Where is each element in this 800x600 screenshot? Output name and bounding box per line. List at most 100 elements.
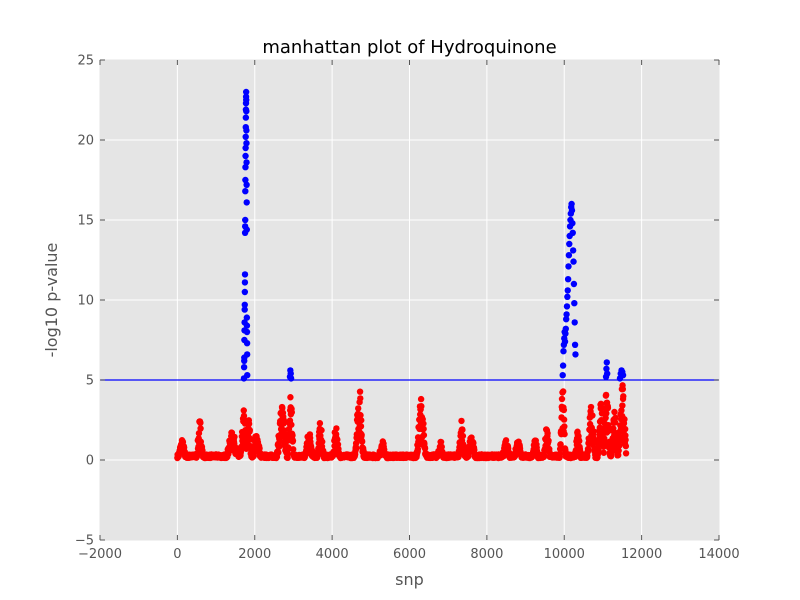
snp-point-above-threshold	[562, 330, 569, 337]
snp-point-below-threshold	[622, 442, 630, 450]
snp-point-below-threshold	[589, 412, 596, 419]
snp-point-below-threshold	[611, 408, 618, 416]
snp-point-below-threshold	[615, 447, 622, 454]
snp-point-above-threshold	[241, 279, 249, 286]
snp-point-above-threshold	[242, 188, 249, 195]
snp-point-above-threshold	[243, 140, 250, 147]
snp-point-above-threshold	[243, 159, 250, 166]
snp-point-below-threshold	[288, 421, 295, 428]
snp-point-above-threshold	[287, 375, 295, 382]
snp-point-below-threshold	[420, 420, 427, 427]
snp-point-above-threshold	[559, 372, 566, 379]
snp-point-above-threshold	[243, 328, 251, 336]
snp-point-above-threshold	[240, 364, 248, 371]
snp-point-below-threshold	[316, 420, 324, 427]
snp-point-below-threshold	[561, 423, 568, 430]
snp-point-above-threshold	[562, 316, 570, 323]
snp-point-above-threshold	[241, 271, 249, 278]
snp-point-below-threshold	[288, 409, 296, 416]
y-tick-label: −5	[75, 534, 94, 549]
snp-point-below-threshold	[438, 443, 445, 451]
snp-point-above-threshold	[571, 300, 578, 307]
snp-point-below-threshold	[560, 406, 568, 414]
snp-point-above-threshold	[561, 338, 569, 345]
snp-point-below-threshold	[458, 417, 465, 425]
snp-point-above-threshold	[559, 362, 567, 369]
x-tick-label: 0	[173, 547, 181, 562]
snp-point-below-threshold	[357, 395, 364, 402]
snp-point-above-threshold	[242, 114, 250, 121]
snp-point-above-threshold	[570, 258, 577, 265]
snp-point-below-threshold	[585, 446, 592, 454]
snp-point-below-threshold	[319, 438, 326, 445]
data-points	[174, 88, 630, 462]
snp-point-below-threshold	[353, 445, 360, 452]
snp-point-above-threshold	[572, 351, 579, 358]
snp-point-below-threshold	[289, 432, 296, 439]
snp-point-above-threshold	[242, 164, 249, 171]
snp-point-below-threshold	[619, 385, 627, 393]
snp-point-above-threshold	[243, 226, 250, 233]
snp-point-below-threshold	[459, 426, 466, 434]
snp-point-below-threshold	[358, 431, 365, 439]
snp-point-below-threshold	[420, 431, 428, 439]
snp-point-below-threshold	[618, 407, 625, 414]
snp-point-above-threshold	[565, 252, 573, 259]
snp-point-below-threshold	[437, 438, 445, 446]
snp-point-below-threshold	[587, 403, 595, 411]
snp-point-below-threshold	[333, 425, 340, 432]
snp-point-below-threshold	[620, 393, 627, 400]
y-tick-label: 10	[77, 294, 94, 309]
y-tick-label: 25	[77, 54, 94, 69]
snp-point-below-threshold	[276, 438, 283, 445]
snp-point-below-threshold	[545, 437, 552, 444]
snp-point-above-threshold	[242, 133, 249, 140]
x-tick-label: 4000	[316, 547, 349, 562]
snp-point-below-threshold	[619, 402, 626, 409]
snp-point-below-threshold	[616, 442, 623, 449]
snp-point-below-threshold	[276, 443, 283, 450]
snp-point-below-threshold	[590, 439, 598, 447]
snp-point-below-threshold	[355, 405, 362, 412]
y-tick-label: 0	[86, 454, 94, 469]
snp-point-below-threshold	[357, 423, 365, 430]
snp-point-above-threshold	[243, 108, 250, 115]
snp-point-below-threshold	[231, 433, 238, 441]
snp-point-below-threshold	[420, 425, 427, 433]
snp-point-above-threshold	[569, 229, 576, 236]
snp-point-below-threshold	[610, 425, 617, 432]
snp-point-below-threshold	[600, 449, 607, 456]
snp-point-above-threshold	[563, 311, 570, 318]
x-axis-label: snp	[395, 570, 424, 589]
snp-point-below-threshold	[590, 428, 597, 435]
x-tick-label: −2000	[78, 547, 122, 562]
snp-point-above-threshold	[603, 365, 610, 372]
snp-point-above-threshold	[243, 96, 250, 104]
snp-point-below-threshold	[285, 444, 292, 451]
snp-point-above-threshold	[243, 351, 251, 358]
snp-point-below-threshold	[602, 414, 609, 422]
snp-point-below-threshold	[612, 414, 619, 422]
snp-point-above-threshold	[243, 127, 250, 134]
snp-point-below-threshold	[334, 436, 341, 443]
snp-point-below-threshold	[611, 419, 619, 426]
y-tick-label: 15	[77, 214, 94, 229]
snp-point-below-threshold	[575, 437, 583, 445]
snp-point-above-threshold	[243, 322, 251, 329]
x-tick-label: 10000	[544, 547, 585, 562]
snp-point-below-threshold	[358, 438, 366, 445]
x-tick-label: 2000	[238, 547, 271, 562]
snp-point-below-threshold	[289, 437, 297, 445]
snp-point-below-threshold	[279, 404, 286, 412]
snp-point-below-threshold	[421, 445, 429, 452]
y-axis-label: -log10 p-value	[42, 243, 61, 358]
chart-title: manhattan plot of Hydroquinone	[262, 37, 556, 58]
snp-point-above-threshold	[603, 359, 611, 366]
snp-point-above-threshold	[242, 144, 249, 152]
snp-point-below-threshold	[280, 417, 288, 424]
snp-point-above-threshold	[242, 176, 249, 184]
x-tick-label: 8000	[470, 547, 503, 562]
snp-point-below-threshold	[417, 395, 425, 403]
x-tick-label: 6000	[393, 547, 426, 562]
